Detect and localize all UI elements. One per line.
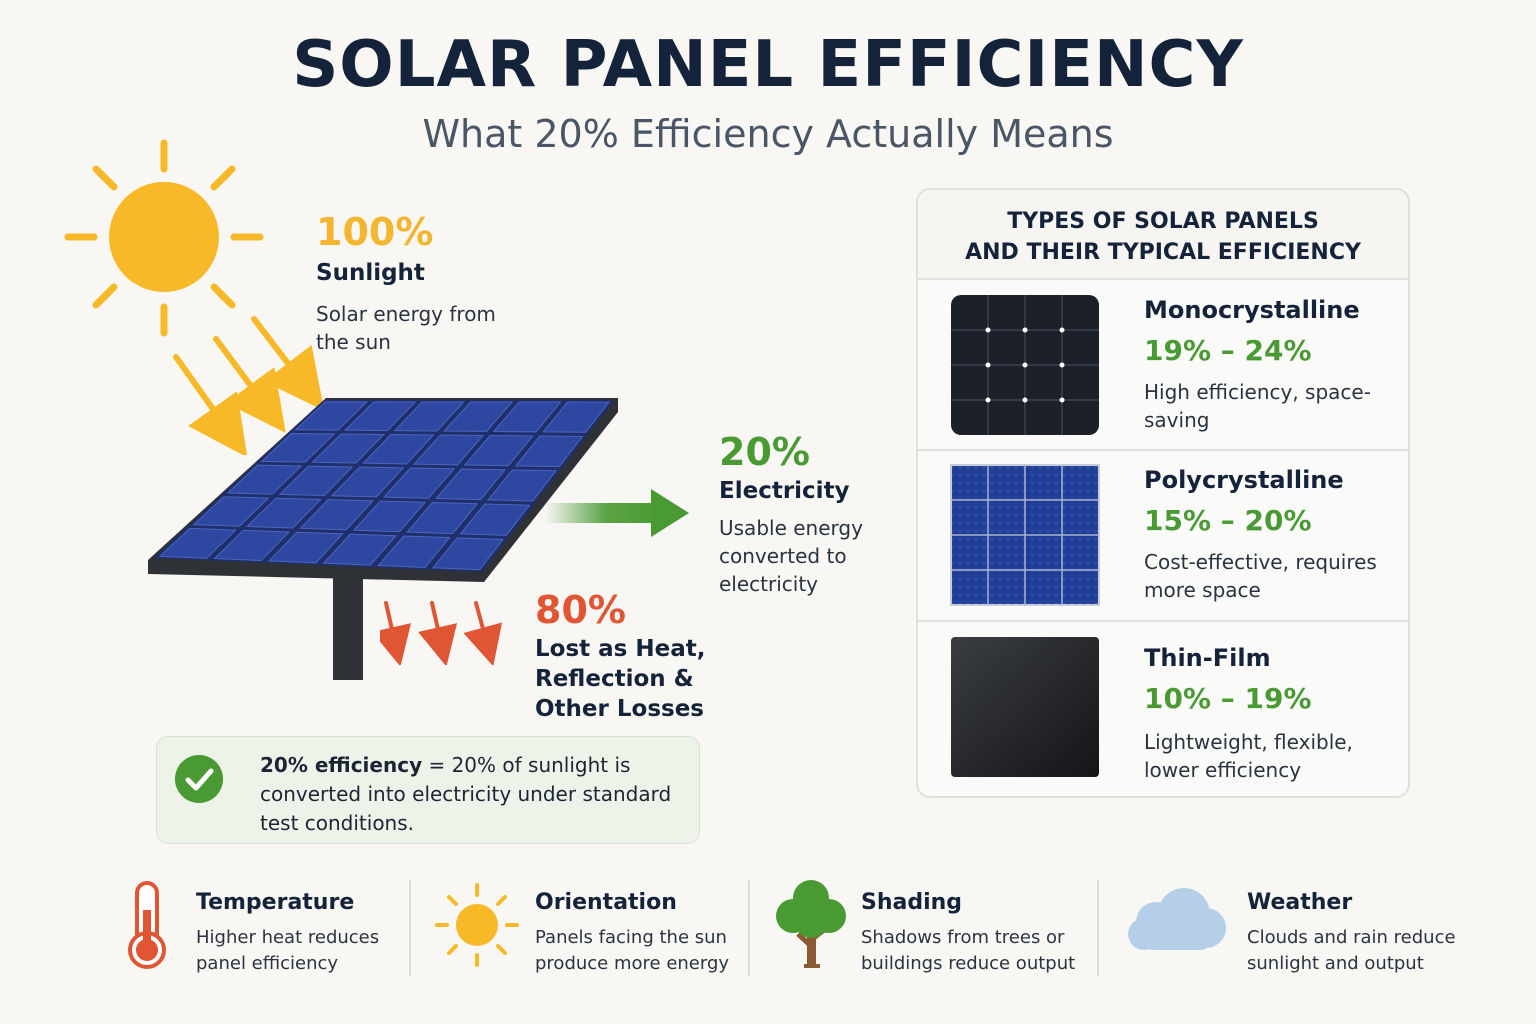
thermometer-icon <box>128 881 166 969</box>
thin-film-panel-icon <box>951 637 1099 777</box>
type-desc-thin-film: Lightweight, flexible, lower efficiency <box>1144 730 1353 782</box>
panel-cell <box>443 401 514 432</box>
panel-cell <box>542 401 610 433</box>
sunlight-percent: 100% <box>316 210 434 254</box>
panel-cell <box>463 435 534 467</box>
electricity-percent: 20% <box>719 430 810 474</box>
type-divider <box>918 449 1408 451</box>
type-name-polycrystalline: Polycrystalline <box>1144 466 1344 494</box>
sun-icon <box>435 883 519 967</box>
check-circle-icon <box>175 755 223 803</box>
factor-divider <box>1097 880 1099 976</box>
sunlight-desc: Solar energy from the sun <box>316 302 496 354</box>
panel-cell <box>406 502 479 535</box>
panel-cell <box>434 468 507 501</box>
sunlight-arrows <box>173 316 325 455</box>
panel-cell <box>226 464 303 495</box>
panel-cell <box>343 401 417 432</box>
panel-cell <box>330 466 405 498</box>
factor-desc-temperature: Higher heat reduces panel efficiency <box>196 927 380 974</box>
monocrystalline-panel-icon <box>951 295 1099 435</box>
type-desc-monocrystalline: High efficiency, space-saving <box>1144 380 1371 432</box>
panel-cell <box>213 529 291 562</box>
tree-icon <box>776 880 846 968</box>
type-range-thin-film: 10% – 19% <box>1144 682 1312 715</box>
factor-desc-weather: Clouds and rain reduce sunlight and outp… <box>1247 927 1456 974</box>
sunlight-label: Sunlight <box>316 260 425 286</box>
electricity-label: Electricity <box>719 478 850 504</box>
type-desc-polycrystalline: Cost-effective, requires more space <box>1144 550 1377 602</box>
electricity-desc: Usable energy converted to electricity <box>719 516 863 596</box>
factor-divider <box>748 880 750 976</box>
factor-title-orientation: Orientation <box>535 890 677 915</box>
factor-desc-orientation: Panels facing the sun produce more energ… <box>535 927 730 974</box>
factor-title-weather: Weather <box>1247 890 1353 915</box>
panel-cell <box>299 499 374 531</box>
factor-title-temperature: Temperature <box>196 890 355 915</box>
page-title: SOLAR PANEL EFFICIENCY <box>292 28 1244 102</box>
panel-cell <box>431 537 504 571</box>
panel-cell <box>382 467 456 499</box>
panel-types-header: TYPES OF SOLAR PANELS AND THEIR TYPICAL … <box>918 190 1408 280</box>
loss-arrows <box>380 601 503 665</box>
note-text: 20% efficiency = 20% of sunlight is conv… <box>260 751 680 838</box>
panel-cell <box>294 401 369 431</box>
panel-cell <box>487 469 557 502</box>
type-range-monocrystalline: 19% – 24% <box>1144 334 1312 367</box>
panel-cell <box>393 401 465 432</box>
panel-cell <box>322 533 398 566</box>
factor-desc-shading: Shadows from trees or buildings reduce o… <box>861 927 1076 974</box>
solar-panel-illustration <box>148 398 618 680</box>
panel-cell <box>412 434 485 466</box>
electricity-arrow <box>545 489 689 537</box>
page-subtitle: What 20% Efficiency Actually Means <box>422 112 1114 156</box>
panel-cell <box>514 435 584 468</box>
panel-types-card: TYPES OF SOLAR PANELS AND THEIR TYPICAL … <box>916 188 1410 798</box>
factor-title-shading: Shading <box>861 890 963 915</box>
efficiency-note: 20% efficiency = 20% of sunlight is conv… <box>156 736 700 844</box>
losses-percent: 80% <box>535 588 626 632</box>
panel-cell <box>192 496 270 527</box>
panel-cell <box>158 527 237 559</box>
panel-types-title: TYPES OF SOLAR PANELS AND THEIR TYPICAL … <box>965 209 1361 265</box>
panel-cell <box>352 500 427 533</box>
polycrystalline-panel-icon <box>950 464 1100 606</box>
losses-label: Lost as Heat, Reflection & Other Losses <box>535 636 706 722</box>
panel-cell <box>362 434 435 465</box>
type-range-polycrystalline: 15% – 20% <box>1144 504 1312 537</box>
panel-cell <box>311 433 385 464</box>
sun-icon <box>64 139 264 337</box>
panel-cell <box>260 433 336 463</box>
factor-divider <box>409 880 411 976</box>
panel-cell <box>492 401 562 433</box>
type-name-thin-film: Thin-Film <box>1144 644 1271 672</box>
note-body: = 20% of sunlight is converted into elec… <box>260 753 672 835</box>
panel-cell <box>377 535 451 568</box>
panel-cell <box>278 465 354 497</box>
panel-cell <box>246 497 322 529</box>
type-divider <box>918 620 1408 622</box>
panel-cell <box>459 503 531 536</box>
panel-cell <box>268 531 344 564</box>
type-name-monocrystalline: Monocrystalline <box>1144 296 1360 324</box>
cloud-icon <box>1128 888 1226 950</box>
note-bold: 20% efficiency <box>260 753 423 777</box>
